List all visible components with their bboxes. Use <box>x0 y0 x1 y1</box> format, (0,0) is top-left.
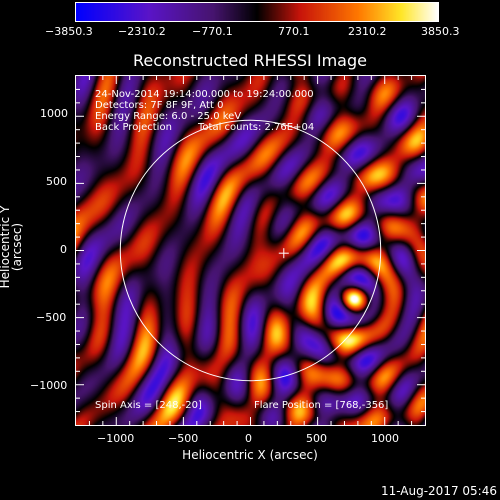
solar-limb-circle <box>119 119 382 382</box>
x-axis-label: Heliocentric X (arcsec) <box>182 448 318 462</box>
colorbar-gradient <box>76 3 438 21</box>
image-plot-area: 24-Nov-2014 19:14:00.000 to 19:24:00.000… <box>75 75 426 426</box>
x-tick-label: −1000 <box>97 432 135 445</box>
time-range-annotation: 24-Nov-2014 19:14:00.000 to 19:24:00.000 <box>95 89 314 100</box>
plot-overlay <box>76 76 425 425</box>
y-axis-label: Heliocentric Y (arcsec) <box>0 206 24 289</box>
colorbar <box>75 2 439 22</box>
colorbar-label: 770.1 <box>278 25 310 38</box>
colorbar-label: −770.1 <box>192 25 233 38</box>
y-tick-label: 0 <box>60 243 67 256</box>
flare-position-annotation: Flare Position = [768,-356] <box>254 400 389 411</box>
x-tick-label: 500 <box>306 432 327 445</box>
y-tick-label: 500 <box>46 175 67 188</box>
y-tick-label: −1000 <box>30 379 68 392</box>
x-tick-label: −500 <box>168 432 199 445</box>
energy-range-annotation: Energy Range: 6.0 - 25.0 keV <box>95 111 242 122</box>
colorbar-label: −2310.2 <box>118 25 166 38</box>
x-tick-label: 0 <box>245 432 252 445</box>
rhessi-image <box>76 76 425 425</box>
y-tick-label: −500 <box>36 311 67 324</box>
spin-axis-annotation: Spin Axis = [248,-20] <box>95 400 202 411</box>
colorbar-label: 3850.3 <box>421 25 460 38</box>
generation-timestamp: 11-Aug-2017 05:46 <box>380 484 497 498</box>
spin-axis-marker <box>278 248 289 259</box>
method-annotation: Back Projection <box>95 122 172 133</box>
total-counts-annotation: Total counts: 2.76E+04 <box>198 122 315 133</box>
y-tick-label: 1000 <box>40 107 68 120</box>
detectors-annotation: Detectors: 7F 8F 9F, Att 0 <box>95 100 224 111</box>
colorbar-label: 2310.2 <box>348 25 387 38</box>
x-tick-label: 1000 <box>371 432 399 445</box>
colorbar-label: −3850.3 <box>45 25 93 38</box>
plot-title: Reconstructed RHESSI Image <box>133 51 367 70</box>
axis-ticks <box>76 76 425 425</box>
